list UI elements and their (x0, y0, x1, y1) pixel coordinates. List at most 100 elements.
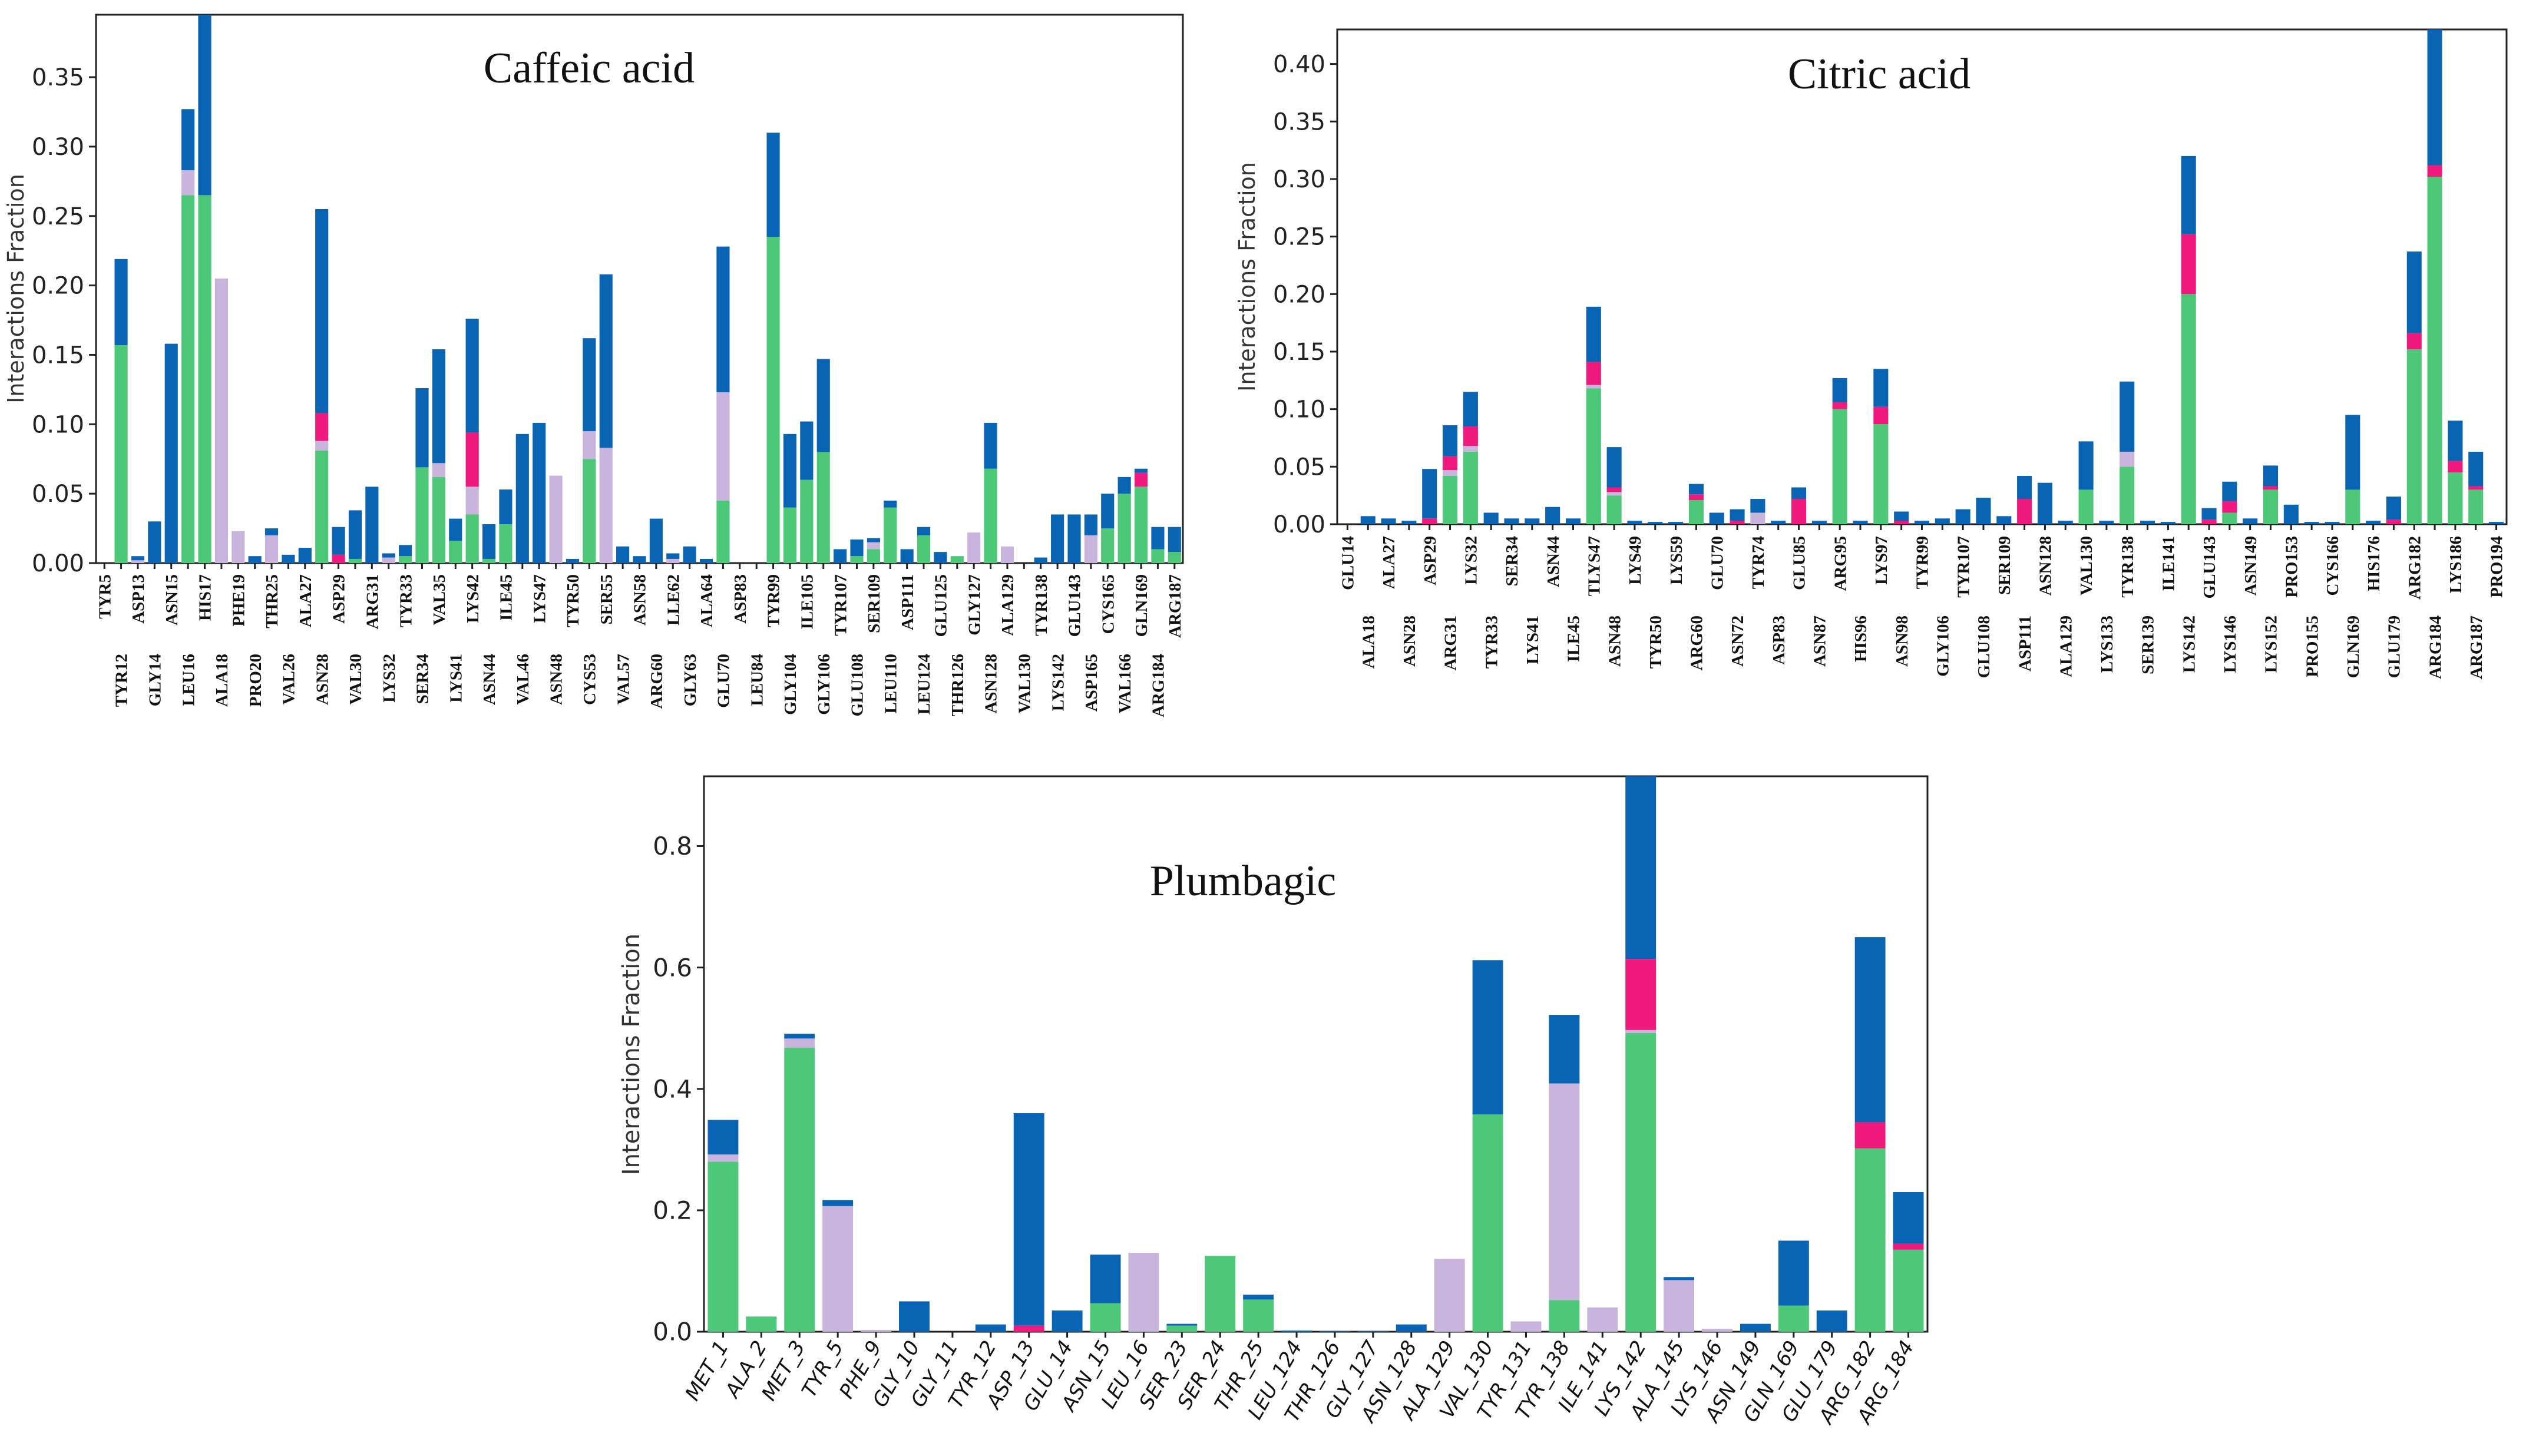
bar-water_bridge-asn44 (482, 524, 496, 559)
bar-water_bridge-lle62 (666, 553, 680, 559)
y-tick-label: 0.15 (32, 342, 84, 369)
bar-water_bridge-lys49 (1627, 521, 1642, 524)
y-tick-label: 0.25 (1273, 224, 1325, 251)
x-tick-label: ASN58 (631, 574, 650, 626)
bar-hbond-ser_23 (1166, 1325, 1198, 1332)
bar-hbond-thr126 (950, 556, 964, 563)
x-tick-label: TYR99 (765, 574, 783, 627)
x-tick-label: LYS142 (1049, 654, 1067, 711)
y-tick-label: 0.05 (1273, 454, 1325, 481)
bar-water_bridge-glu70 (1709, 512, 1724, 524)
bar-hbond-gln_169 (1778, 1305, 1809, 1332)
bar-water_bridge-asn128 (984, 422, 997, 469)
chart-title: Citric acid (1788, 50, 1970, 98)
x-tick-label: TYR138 (1032, 574, 1051, 636)
x-tick-label: TYR99 (1913, 536, 1932, 589)
bar-water_bridge-val30 (348, 510, 362, 559)
bar-water_bridge-val57 (616, 546, 630, 563)
bar-water_bridge-cys165 (1101, 494, 1115, 529)
x-tick-label: LYS41 (1523, 616, 1542, 664)
bar-hydrophobic-lys32 (382, 557, 395, 563)
bar-ionic-asn28 (315, 413, 329, 441)
bar-water_bridge-asp13 (131, 556, 145, 561)
bar-hbond-tyr138 (2120, 466, 2135, 524)
bar-hbond-lys42 (465, 514, 479, 563)
bar-ionic-arg_184 (1893, 1243, 1924, 1250)
plumbagic-chart: 0.0 0.2 0.4 0.6 0.8 Interactions Fraction Plum… (618, 775, 1929, 1429)
x-tick-label: LYS142 (2180, 616, 2198, 673)
x-tick-label: LYS186 (2446, 536, 2465, 593)
bar-hydrophobic-lys_142 (1625, 1030, 1656, 1033)
bar-hbond-ser34 (415, 467, 429, 563)
x-tick-label: THR25 (263, 574, 282, 628)
bar-water_bridge-arg31 (365, 487, 379, 563)
bar-water_bridge-glu108 (850, 539, 864, 557)
x-tick-label: TYR107 (1954, 536, 1973, 598)
x-tick-label: GLY127 (965, 574, 984, 636)
x-tick-label: ASP29 (330, 574, 349, 624)
bar-water_bridge-gly104 (783, 434, 797, 508)
bar-hydrophobic-tyr_5 (822, 1206, 854, 1332)
bar-hydrophobic-val35 (432, 463, 445, 477)
bar-water_bridge-tyr50 (1648, 522, 1663, 524)
x-tick-label: VAL57 (614, 654, 633, 705)
bar-water_bridge-asn_15 (1090, 1255, 1121, 1303)
bar-ionic-glu143 (2201, 519, 2217, 524)
bar-water_bridge-glu143 (1067, 514, 1081, 563)
bar-water_bridge-leu124 (917, 527, 931, 535)
bar-hbond-arg31 (1442, 475, 1458, 524)
x-tick-label: ILE45 (1565, 616, 1583, 662)
bar-hbond-glu70 (716, 500, 730, 563)
bar-water_bridge-lys142 (2181, 155, 2196, 234)
y-tick-label: 0.10 (1273, 396, 1325, 423)
x-tick-label: LEU110 (881, 654, 900, 714)
x-tick-label: TYR33 (396, 574, 415, 627)
bar-ionic-arg60 (1688, 494, 1704, 500)
bar-hbond-lys152 (2263, 489, 2279, 524)
x-tick-label: ASN128 (982, 654, 1001, 714)
bar-water_bridge-tyr99 (766, 133, 780, 237)
x-tick-label: ASP83 (731, 574, 750, 624)
bar-water_bridge-ala_145 (1664, 1277, 1695, 1280)
bar-water_bridge-lys142 (1051, 514, 1064, 563)
bar-water_bridge-glu125 (934, 552, 947, 563)
bar-water_bridge-asn15 (164, 343, 178, 563)
bar-hbond-cys165 (1101, 528, 1115, 563)
x-tick-label: LYS59 (1667, 536, 1686, 585)
bar-water_bridge-glu_14 (1052, 1310, 1083, 1332)
bar-water_bridge-val35 (432, 349, 445, 464)
bar-water_bridge-glu_179 (1816, 1310, 1847, 1332)
bar-water_bridge-val_130 (1472, 960, 1503, 1115)
bar-water_bridge-leu_124 (1281, 1330, 1312, 1332)
bar-water_bridge-gly63 (683, 546, 696, 563)
y-tick-label: 0.8 (653, 832, 692, 861)
bar-ionic-lys42 (465, 432, 479, 487)
bar-hbond-arg187 (1168, 552, 1181, 563)
x-tick-label: GLU143 (1066, 574, 1085, 637)
x-tick-label: ARG187 (2467, 616, 2486, 679)
bar-hbond-met_3 (784, 1047, 815, 1332)
bar-hbond-tyr_138 (1549, 1300, 1580, 1332)
x-tick-label: VAL30 (346, 654, 365, 705)
bar-water_bridge-lys59 (1668, 522, 1684, 524)
bar-water_bridge-ile105 (800, 421, 814, 480)
bar-hydrophobic-ser55 (599, 448, 613, 563)
x-tick-label: LLE62 (664, 574, 683, 626)
bar-hbond-tlys47 (1586, 388, 1601, 524)
x-tick-label: TYR5 (95, 574, 114, 619)
y-tick-label: 0.00 (32, 550, 84, 577)
bar-water_bridge-pro153 (2283, 504, 2299, 524)
x-tick-label: PRO155 (2303, 616, 2322, 677)
bar-water_bridge-tyr107 (834, 549, 847, 563)
bar-hbond-leu110 (884, 507, 897, 563)
bar-hydrophobic-ala18 (214, 278, 228, 563)
bar-water_bridge-val46 (515, 434, 529, 563)
caffeic-acid-chart: 0.00 0.05 0.10 0.15 0.20 0.25 0.30 0.35 Interact… (3, 14, 1185, 717)
bar-water_bridge-arg184 (1151, 527, 1165, 550)
bar-water_bridge-asn48 (1606, 447, 1622, 488)
bar-water_bridge-asn28 (315, 209, 329, 413)
bar-water_bridge-ile45 (499, 489, 513, 525)
bar-water_bridge-asp29 (1422, 469, 1437, 519)
bar-hbond-tyr33 (399, 556, 412, 563)
